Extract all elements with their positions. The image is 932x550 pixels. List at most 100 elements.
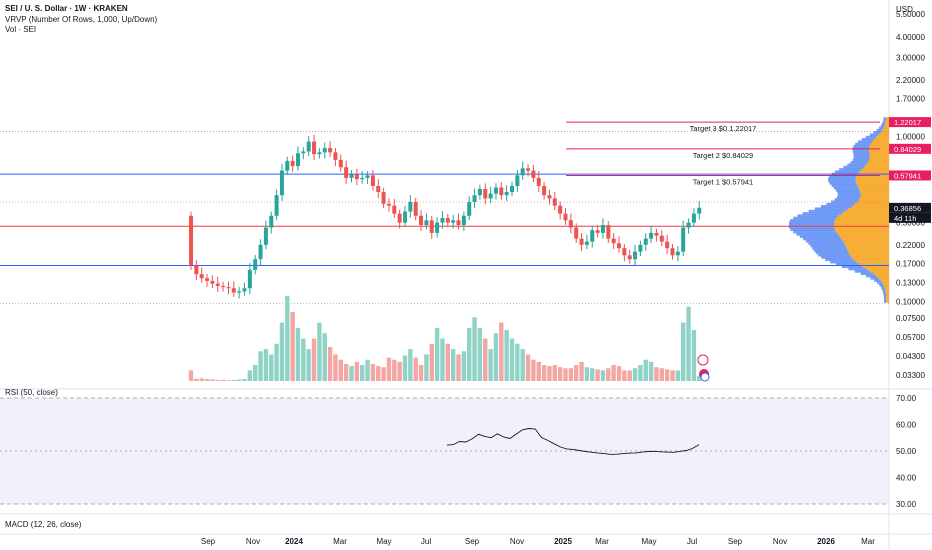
time-axis[interactable]: Sep Nov 2024 Mar May Jul Sep Nov 2025 Mar May Jul Se… bbox=[201, 537, 875, 546]
candle-body[interactable] bbox=[547, 195, 552, 199]
candle-body[interactable] bbox=[542, 186, 547, 196]
candle-body[interactable] bbox=[360, 177, 365, 180]
candle-body[interactable] bbox=[606, 225, 611, 239]
candle-body[interactable] bbox=[670, 248, 675, 256]
candle-body[interactable] bbox=[354, 174, 359, 180]
candle-body[interactable] bbox=[221, 285, 226, 288]
candle-body[interactable] bbox=[194, 265, 199, 275]
candle-body[interactable] bbox=[392, 205, 397, 214]
candle-body[interactable] bbox=[424, 220, 429, 226]
candle-body[interactable] bbox=[370, 175, 375, 187]
candle-body[interactable] bbox=[643, 238, 648, 245]
candle-body[interactable] bbox=[397, 213, 402, 223]
candle-body[interactable] bbox=[461, 215, 466, 226]
candle-body[interactable] bbox=[611, 238, 616, 244]
macd-indicator-label[interactable]: MACD (12, 26, close) bbox=[5, 520, 82, 529]
candle-body[interactable] bbox=[215, 283, 220, 286]
candle-body[interactable] bbox=[595, 230, 600, 233]
candle-body[interactable] bbox=[697, 207, 702, 214]
candle-body[interactable] bbox=[627, 255, 632, 260]
candle-body[interactable] bbox=[493, 187, 498, 194]
candle-body[interactable] bbox=[413, 202, 418, 216]
candle-body[interactable] bbox=[638, 244, 643, 252]
candle-body[interactable] bbox=[510, 186, 514, 192]
candle-body[interactable] bbox=[333, 152, 338, 160]
candle-body[interactable] bbox=[483, 188, 488, 199]
candle-body[interactable] bbox=[386, 203, 391, 206]
candle-body[interactable] bbox=[247, 269, 252, 289]
candle-body[interactable] bbox=[520, 168, 525, 176]
candle-body[interactable] bbox=[600, 225, 605, 233]
candle-body[interactable] bbox=[322, 148, 327, 153]
price-tag[interactable] bbox=[889, 143, 931, 154]
candle-body[interactable] bbox=[269, 215, 274, 228]
candle-body[interactable] bbox=[590, 230, 595, 242]
candle-body[interactable] bbox=[290, 160, 295, 167]
earnings-icon[interactable] bbox=[700, 372, 710, 382]
candle-body[interactable] bbox=[686, 222, 691, 228]
candle-body[interactable] bbox=[403, 211, 407, 223]
candle-body[interactable] bbox=[552, 198, 557, 206]
candle-body[interactable] bbox=[226, 287, 231, 289]
rsi-indicator-label[interactable]: RSI (50, close) bbox=[5, 388, 58, 397]
candle-body[interactable] bbox=[258, 244, 263, 260]
candle-body[interactable] bbox=[681, 227, 686, 252]
candle-body[interactable] bbox=[558, 205, 563, 214]
candle-body[interactable] bbox=[199, 274, 204, 279]
candle-body[interactable] bbox=[675, 251, 680, 256]
candle-body[interactable] bbox=[568, 220, 573, 228]
candle-body[interactable] bbox=[210, 280, 215, 284]
candle-body[interactable] bbox=[253, 259, 258, 270]
candle-body[interactable] bbox=[317, 152, 322, 155]
candle-body[interactable] bbox=[456, 220, 461, 226]
candle-body[interactable] bbox=[242, 288, 247, 292]
candle-body[interactable] bbox=[633, 251, 638, 260]
volume-indicator-label[interactable]: Vol · SEI bbox=[5, 25, 37, 34]
price-tag[interactable] bbox=[889, 117, 931, 128]
candle-body[interactable] bbox=[526, 168, 531, 171]
dividend-icon[interactable] bbox=[697, 354, 709, 366]
candle-body[interactable] bbox=[231, 288, 236, 293]
candle-body[interactable] bbox=[381, 191, 386, 204]
candle-body[interactable] bbox=[445, 217, 450, 223]
rsi-line[interactable] bbox=[446, 428, 700, 455]
candle-body[interactable] bbox=[301, 151, 306, 154]
candle-body[interactable] bbox=[189, 215, 193, 266]
candle-body[interactable] bbox=[429, 220, 434, 233]
candle-body[interactable] bbox=[691, 213, 696, 223]
candle-body[interactable] bbox=[328, 148, 333, 153]
candle-body[interactable] bbox=[349, 174, 354, 178]
candle-body[interactable] bbox=[306, 141, 311, 152]
price-tag[interactable] bbox=[889, 202, 931, 213]
candle-body[interactable] bbox=[279, 170, 284, 196]
vrvp-indicator-label[interactable]: VRVP (Number Of Rows, 1,000, Up/Down) bbox=[5, 15, 158, 24]
candle-body[interactable] bbox=[515, 175, 520, 187]
candle-body[interactable] bbox=[440, 217, 445, 223]
price-tag[interactable] bbox=[889, 212, 931, 223]
candle-body[interactable] bbox=[659, 235, 664, 242]
currency-label[interactable]: USD bbox=[896, 5, 913, 14]
candle-body[interactable] bbox=[344, 167, 349, 178]
candle-body[interactable] bbox=[296, 153, 300, 167]
candle-body[interactable] bbox=[574, 227, 579, 239]
candle-body[interactable] bbox=[467, 202, 472, 216]
candle-body[interactable] bbox=[499, 187, 504, 196]
candle-body[interactable] bbox=[435, 222, 440, 233]
candle-body[interactable] bbox=[263, 227, 268, 245]
candle-body[interactable] bbox=[205, 278, 210, 281]
price-tag[interactable] bbox=[889, 170, 931, 181]
candle-body[interactable] bbox=[237, 291, 242, 293]
candle-body[interactable] bbox=[579, 238, 584, 245]
candle-body[interactable] bbox=[285, 160, 290, 171]
candle-body[interactable] bbox=[488, 193, 493, 199]
candle-body[interactable] bbox=[622, 248, 627, 256]
candle-body[interactable] bbox=[477, 188, 482, 196]
candle-body[interactable] bbox=[365, 175, 370, 178]
candle-body[interactable] bbox=[665, 241, 670, 249]
candle-body[interactable] bbox=[649, 232, 654, 239]
candle-body[interactable] bbox=[654, 232, 659, 236]
candle-body[interactable] bbox=[408, 202, 413, 212]
candle-body[interactable] bbox=[584, 241, 589, 245]
candle-body[interactable] bbox=[338, 159, 343, 168]
event-icons[interactable] bbox=[697, 354, 710, 382]
